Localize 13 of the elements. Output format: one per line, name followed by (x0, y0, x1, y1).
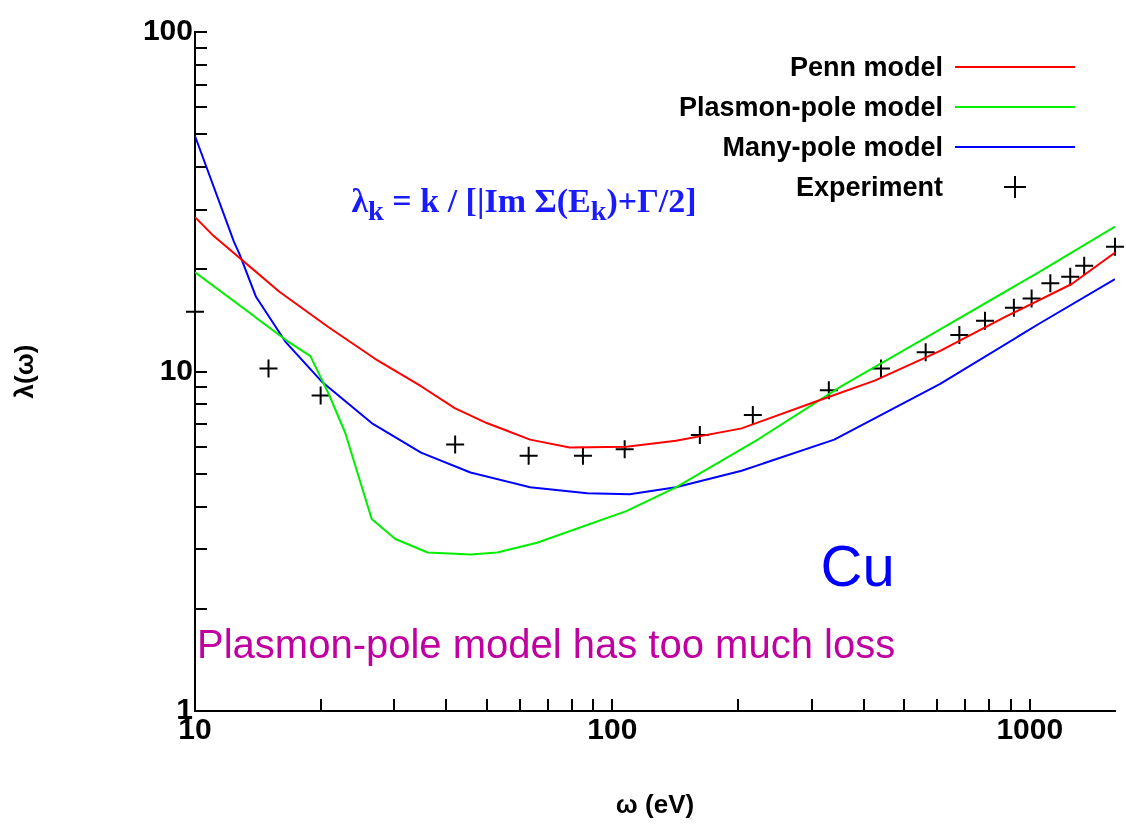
legend-label: Plasmon-pole model (678, 91, 943, 123)
x-tick-label: 1000 (996, 712, 1064, 746)
annotation: Plasmon-pole model has too much loss (197, 622, 896, 667)
legend-label: Many-pole model (722, 131, 943, 163)
y-axis-title: λ(ω) (8, 344, 39, 399)
annotation: Cu (820, 532, 895, 599)
y-tick-label: 100 (142, 13, 193, 47)
y-tick-label: 10 (159, 352, 193, 386)
legend-label: Experiment (795, 171, 943, 203)
x-axis-title: ω (eV) (615, 788, 695, 819)
x-tick-label: 100 (587, 712, 638, 746)
legend-label: Penn model (789, 51, 943, 83)
annotation: λ$_{k}$ = k / [|Im Σ(E$_{k}$)+Γ/2] (351, 182, 697, 227)
